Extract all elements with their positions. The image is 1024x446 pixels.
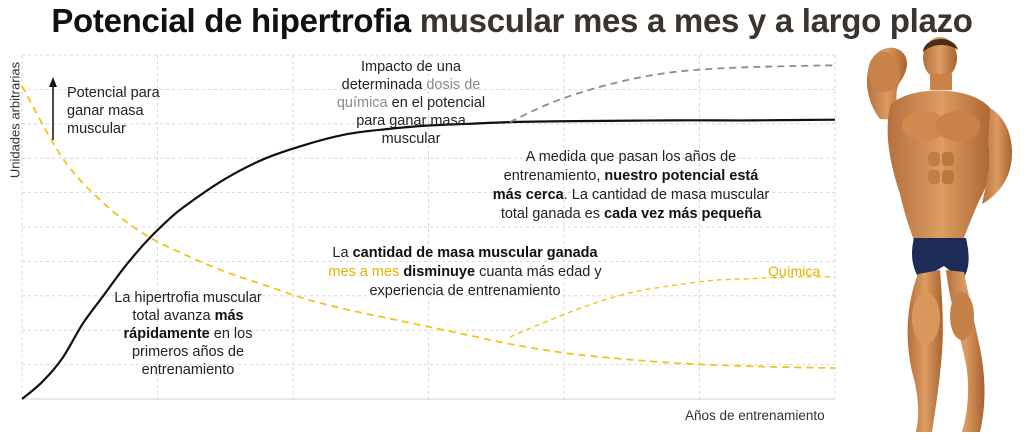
medida-line-2b: nuestro potencial está bbox=[604, 168, 759, 184]
hiper-line-4: primeros años de bbox=[131, 344, 245, 360]
impact-line-3b: en el potencial bbox=[387, 95, 486, 111]
impact-line-4: para ganar masa muscular bbox=[356, 113, 466, 147]
cantidad-line-3: experiencia de entrenamiento bbox=[369, 283, 561, 299]
medida-line-4a: total ganada es bbox=[500, 206, 605, 222]
bodybuilder-figure-icon bbox=[866, 37, 1012, 432]
medida-annotation: A medida que pasan los años de entrenami… bbox=[486, 148, 776, 224]
impact-line-2b: dosis de bbox=[426, 77, 481, 93]
y-axis-label: Unidades arbitrarias bbox=[7, 61, 23, 179]
potential-annotation: Potencial para ganar masa muscular bbox=[67, 84, 167, 138]
medida-line-3b: . La cantidad de masa muscular bbox=[563, 187, 770, 203]
title-part-2: muscular mes a mes y a largo plazo bbox=[419, 2, 973, 39]
hiper-line-3b: en los bbox=[209, 326, 253, 342]
hiper-line-2b: más bbox=[214, 308, 244, 324]
quimica-legend-label: Química bbox=[768, 263, 821, 279]
series-total-chemistry bbox=[509, 64, 836, 123]
cantidad-line-2b: disminuye bbox=[399, 264, 476, 280]
cantidad-line-1b: cantidad de masa muscular ganada bbox=[352, 245, 598, 261]
hiper-line-5: entrenamiento bbox=[141, 362, 235, 378]
chart-title: Potencial de hipertrofia muscular mes a … bbox=[0, 2, 1024, 40]
potential-arrow-head bbox=[49, 77, 57, 87]
medida-line-3a: más cerca bbox=[492, 187, 564, 203]
series-group bbox=[21, 64, 836, 400]
series-total-hypertrophy bbox=[21, 118, 836, 400]
series-monthly-gain bbox=[21, 85, 836, 369]
hiper-line-1: La hipertrofia muscular bbox=[114, 290, 262, 306]
potential-annotation-text: Potencial para ganar masa muscular bbox=[67, 85, 160, 137]
impact-line-2a: determinada bbox=[341, 77, 427, 93]
cantidad-annotation: La cantidad de masa muscular ganada mes … bbox=[315, 244, 615, 301]
impact-line-3a: química bbox=[336, 95, 388, 111]
impact-annotation: Impacto de una determinada dosis de quím… bbox=[326, 58, 496, 148]
title-part-1: Potencial de hipertrofia bbox=[51, 2, 411, 39]
hiper-line-2a: total avanza bbox=[132, 308, 215, 324]
cantidad-line-2a: mes a mes bbox=[328, 264, 400, 280]
medida-line-1: A medida que pasan los años de bbox=[525, 149, 737, 165]
medida-line-2a: entrenamiento, bbox=[503, 168, 605, 184]
cantidad-line-1a: La bbox=[332, 245, 353, 261]
hipertrofia-annotation: La hipertrofia muscular total avanza más… bbox=[108, 289, 268, 379]
hiper-line-3a: rápidamente bbox=[123, 326, 210, 342]
x-axis-label: Años de entrenamiento bbox=[685, 408, 825, 423]
medida-line-4b: cada vez más pequeña bbox=[604, 206, 762, 222]
cantidad-line-2c: cuanta más edad y bbox=[475, 264, 602, 280]
series-monthly-chemistry bbox=[509, 276, 836, 338]
impact-line-1: Impacto de una bbox=[361, 59, 461, 75]
